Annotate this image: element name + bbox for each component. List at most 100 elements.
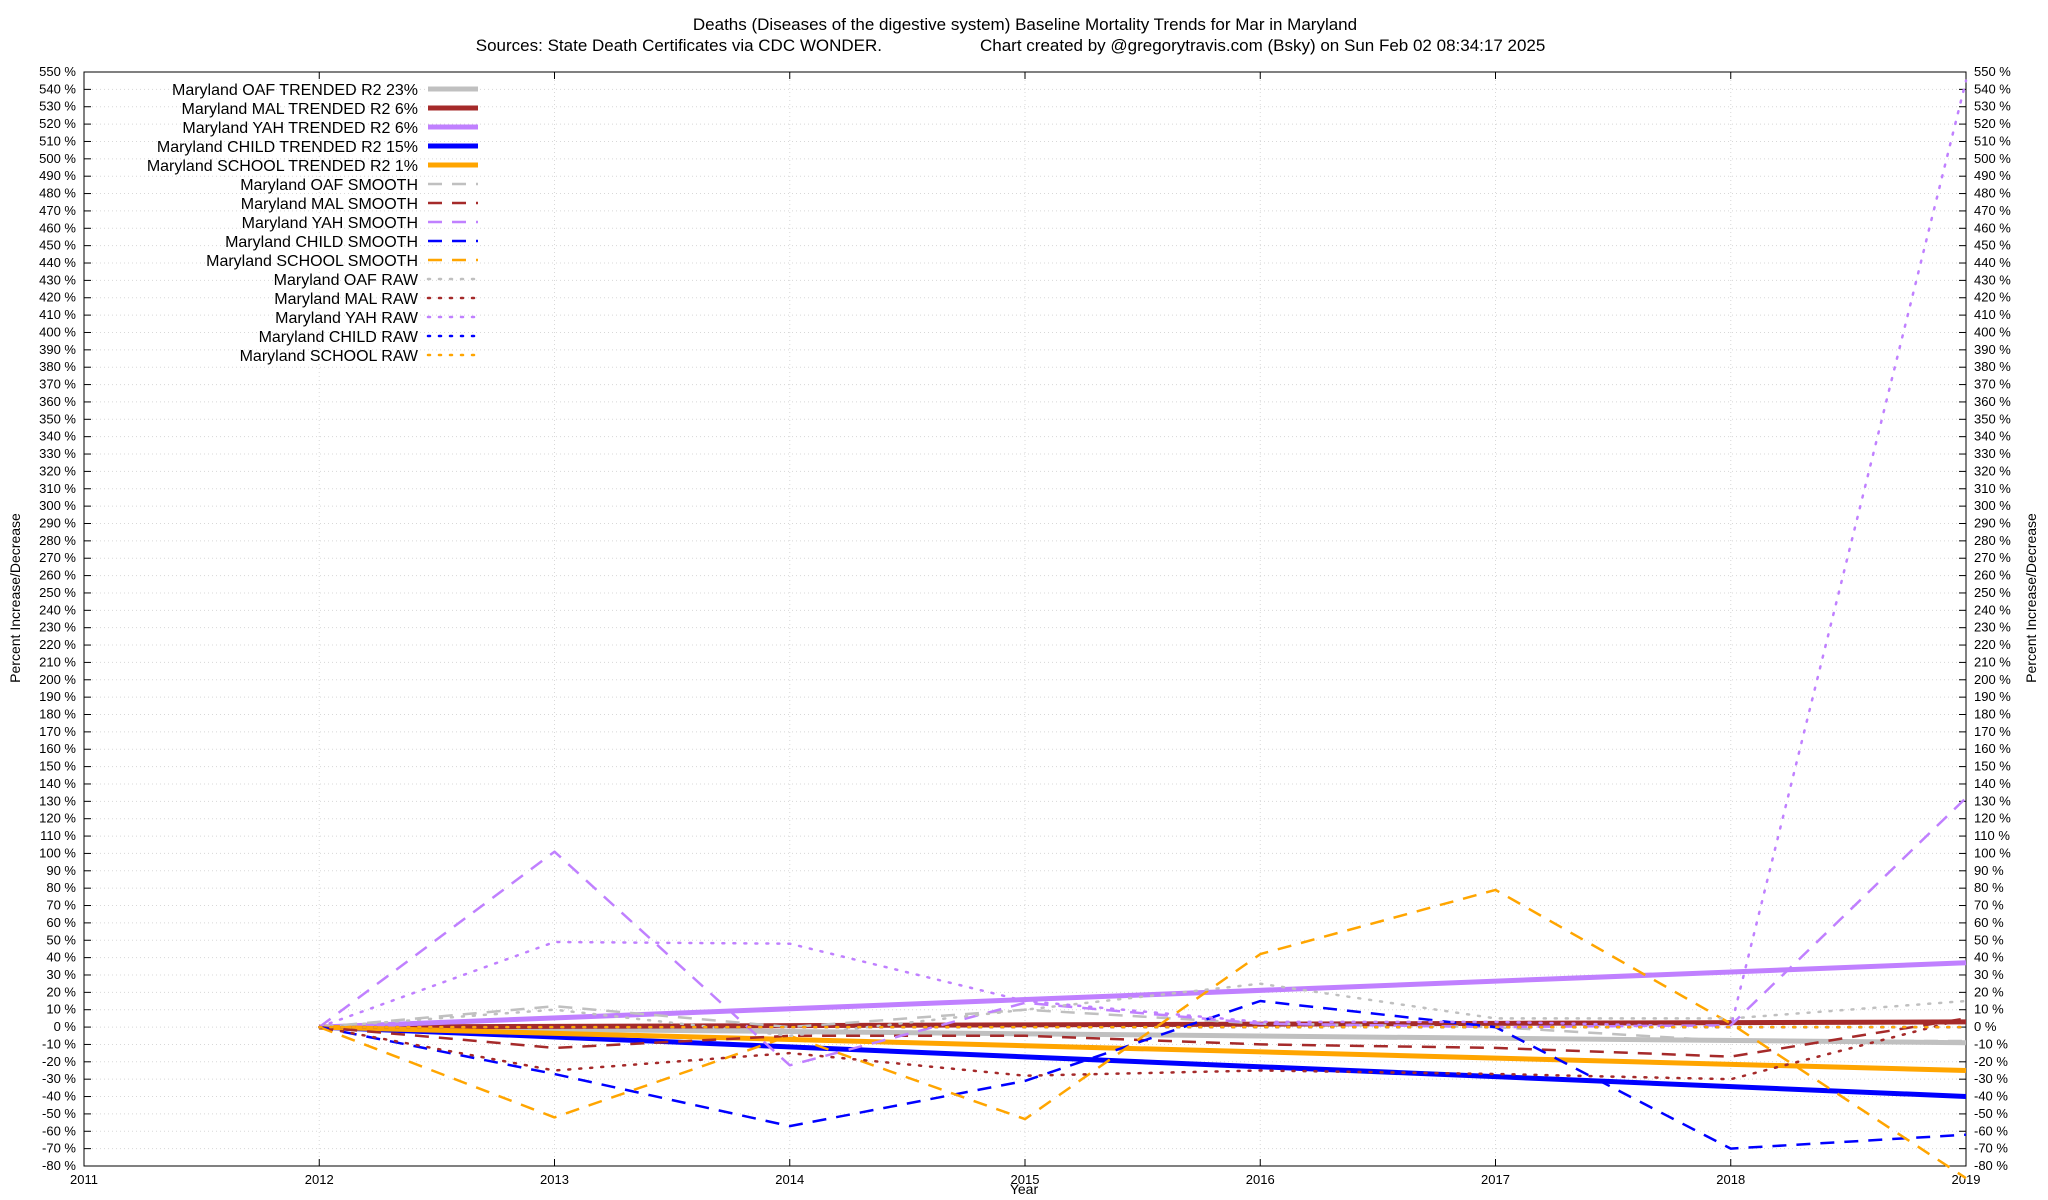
y-tick-label-right: 250 %: [1974, 585, 2011, 600]
y-tick-label-left: 340 %: [39, 429, 76, 444]
y-tick-label-right: -20 %: [1974, 1054, 2008, 1069]
y-tick-label-right: 60 %: [1974, 915, 2004, 930]
y-tick-label-right: 80 %: [1974, 880, 2004, 895]
y-tick-label-left: 200 %: [39, 672, 76, 687]
y-tick-label-left: 390 %: [39, 342, 76, 357]
x-tick-label: 2019: [1952, 1172, 1981, 1187]
y-tick-label-right: 210 %: [1974, 654, 2011, 669]
x-tick-label: 2016: [1246, 1172, 1275, 1187]
y-tick-label-left: 240 %: [39, 602, 76, 617]
y-tick-label-left: 60 %: [46, 915, 76, 930]
y-tick-label-right: 490 %: [1974, 168, 2011, 183]
y-tick-label-left: 500 %: [39, 151, 76, 166]
y-tick-label-right: 170 %: [1974, 724, 2011, 739]
y-tick-label-right: -10 %: [1974, 1036, 2008, 1051]
legend-label: Maryland OAF RAW: [274, 272, 419, 289]
x-tick-label: 2018: [1716, 1172, 1745, 1187]
y-tick-label-left: 480 %: [39, 186, 76, 201]
y-tick-label-right: -60 %: [1974, 1123, 2008, 1138]
y-tick-label-right: 460 %: [1974, 220, 2011, 235]
y-tick-label-right: 240 %: [1974, 602, 2011, 617]
y-tick-label-left: -50 %: [42, 1106, 76, 1121]
y-tick-label-right: 230 %: [1974, 620, 2011, 635]
y-tick-label-right: 300 %: [1974, 498, 2011, 513]
y-tick-label-left: 440 %: [39, 255, 76, 270]
series-line: [319, 1024, 1967, 1046]
y-tick-label-left: 520 %: [39, 116, 76, 131]
series-line: [318, 1017, 1968, 1081]
y-tick-label-right: 90 %: [1974, 863, 2004, 878]
x-tick-label: 2014: [775, 1172, 804, 1187]
legend-label: Maryland YAH RAW: [275, 310, 419, 327]
y-tick-label-right: 320 %: [1974, 463, 2011, 478]
y-tick-label-left: -20 %: [42, 1054, 76, 1069]
y-tick-label-left: 230 %: [39, 620, 76, 635]
x-tick-label: 2012: [305, 1172, 334, 1187]
y-tick-label-left: 430 %: [39, 272, 76, 287]
legend-label: Maryland CHILD TRENDED R2 15%: [157, 139, 418, 156]
y-tick-label-right: 520 %: [1974, 116, 2011, 131]
y-tick-label-right: 280 %: [1974, 533, 2011, 548]
y-tick-label-right: 440 %: [1974, 255, 2011, 270]
y-tick-label-left: 350 %: [39, 411, 76, 426]
y-tick-label-left: 250 %: [39, 585, 76, 600]
y-tick-label-left: 400 %: [39, 324, 76, 339]
y-tick-label-left: 20 %: [46, 984, 76, 999]
y-tick-label-right: 450 %: [1974, 238, 2011, 253]
y-tick-label-left: 420 %: [39, 290, 76, 305]
y-tick-label-left: 220 %: [39, 637, 76, 652]
y-tick-label-right: 100 %: [1974, 845, 2011, 860]
legend-label: Maryland MAL TRENDED R2 6%: [181, 101, 418, 118]
y-tick-label-right: 290 %: [1974, 515, 2011, 530]
plot-frame: [83, 71, 1967, 1167]
y-tick-label-left: -10 %: [42, 1036, 76, 1051]
y-tick-label-left: 10 %: [46, 1002, 76, 1017]
y-tick-label-right: 480 %: [1974, 186, 2011, 201]
y-tick-label-left: 360 %: [39, 394, 76, 409]
y-tick-label-left: 380 %: [39, 359, 76, 374]
y-tick-label-right: 370 %: [1974, 377, 2011, 392]
y-tick-label-left: 30 %: [46, 967, 76, 982]
x-axis-label: Year: [1010, 1181, 1039, 1197]
y-tick-label-left: 70 %: [46, 898, 76, 913]
y-tick-label-right: 470 %: [1974, 203, 2011, 218]
y-tick-label-right: 130 %: [1974, 793, 2011, 808]
y-tick-label-left: 550 %: [39, 64, 76, 79]
y-tick-label-right: 540 %: [1974, 81, 2011, 96]
y-tick-label-left: 100 %: [39, 845, 76, 860]
y-tick-label-right: 180 %: [1974, 707, 2011, 722]
series-line: [318, 982, 1968, 1038]
y-tick-label-left: 90 %: [46, 863, 76, 878]
y-tick-label-left: -60 %: [42, 1123, 76, 1138]
y-tick-label-left: 540 %: [39, 81, 76, 96]
y-tick-label-right: 40 %: [1974, 950, 2004, 965]
y-tick-label-left: 530 %: [39, 99, 76, 114]
y-tick-label-right: 200 %: [1974, 672, 2011, 687]
x-tick-label: 2013: [540, 1172, 569, 1187]
y-tick-label-right: 0 %: [1974, 1019, 1997, 1034]
y-tick-label-right: 150 %: [1974, 759, 2011, 774]
y-tick-label-right: -40 %: [1974, 1089, 2008, 1104]
chart-title: Deaths (Diseases of the digestive system…: [693, 15, 1357, 34]
chart-subtitle-right: Chart created by @gregorytravis.com (Bsk…: [980, 36, 1545, 55]
y-tick-label-left: 150 %: [39, 759, 76, 774]
y-tick-label-right: 360 %: [1974, 394, 2011, 409]
y-tick-label-left: 460 %: [39, 220, 76, 235]
y-tick-label-left: 180 %: [39, 707, 76, 722]
y-tick-label-left: 490 %: [39, 168, 76, 183]
y-axis-label-right: Percent Increase/Decrease: [2023, 513, 2039, 683]
y-tick-label-left: 290 %: [39, 515, 76, 530]
y-tick-label-right: 220 %: [1974, 637, 2011, 652]
legend-label: Maryland CHILD RAW: [259, 329, 419, 346]
y-tick-label-right: 340 %: [1974, 429, 2011, 444]
y-tick-label-left: 300 %: [39, 498, 76, 513]
chart-subtitle-left: Sources: State Death Certificates via CD…: [476, 36, 882, 55]
y-tick-label-right: 550 %: [1974, 64, 2011, 79]
legend-label: Maryland OAF TRENDED R2 23%: [172, 82, 418, 99]
y-tick-label-left: 330 %: [39, 446, 76, 461]
y-tick-label-left: -70 %: [42, 1141, 76, 1156]
series-line: [318, 797, 1967, 1067]
y-tick-label-left: -30 %: [42, 1071, 76, 1086]
y-tick-label-left: 260 %: [39, 568, 76, 583]
